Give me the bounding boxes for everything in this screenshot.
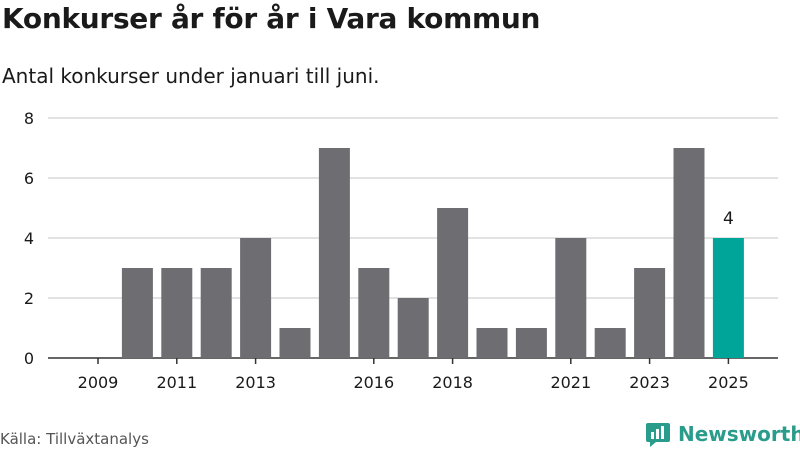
newsworthy-logo-icon bbox=[646, 423, 670, 447]
y-tick-label: 6 bbox=[24, 169, 34, 188]
y-tick-label: 8 bbox=[24, 109, 34, 128]
bar-2011 bbox=[161, 268, 193, 358]
bar-2022 bbox=[594, 328, 626, 358]
bars bbox=[121, 148, 744, 358]
y-tick-label: 4 bbox=[24, 229, 34, 248]
bar-2025 bbox=[712, 238, 744, 358]
bar-2018 bbox=[437, 208, 469, 358]
bar-2019 bbox=[476, 328, 508, 358]
labels: 0 2 4 6 8 4 2009 2011 2013 2016 2018 2021 2023 2025 bbox=[24, 109, 749, 392]
chart-title: Konkurser år för år i Vara kommun bbox=[2, 2, 541, 35]
bar-2024 bbox=[673, 148, 705, 358]
chart-subtitle: Antal konkurser under januari till juni. bbox=[2, 64, 380, 88]
x-tick-label: 2023 bbox=[629, 373, 670, 392]
x-tick-label: 2025 bbox=[708, 373, 749, 392]
bar-2010 bbox=[121, 268, 153, 358]
bar-2012 bbox=[200, 268, 232, 358]
bar-2023 bbox=[634, 268, 666, 358]
x-tick-label: 2016 bbox=[353, 373, 394, 392]
brand: Newsworthy bbox=[644, 420, 800, 448]
bar-2014 bbox=[279, 328, 311, 358]
bar-2021 bbox=[555, 238, 587, 358]
x-tick-label: 2009 bbox=[78, 373, 119, 392]
x-tick-label: 2018 bbox=[432, 373, 473, 392]
bar-2017 bbox=[397, 298, 429, 358]
data-label-2025: 4 bbox=[723, 209, 734, 229]
bar-2020 bbox=[515, 328, 547, 358]
brand-name: Newsworthy bbox=[678, 422, 800, 446]
x-tick-label: 2021 bbox=[550, 373, 591, 392]
y-tick-label: 0 bbox=[24, 349, 34, 368]
bar-2013 bbox=[240, 238, 272, 358]
bar-2016 bbox=[358, 268, 390, 358]
x-tick-label: 2011 bbox=[156, 373, 197, 392]
x-tick-label: 2013 bbox=[235, 373, 276, 392]
source-note: Källa: Tillväxtanalys bbox=[0, 430, 149, 448]
bar-2015 bbox=[318, 148, 350, 358]
y-tick-label: 2 bbox=[24, 289, 34, 308]
